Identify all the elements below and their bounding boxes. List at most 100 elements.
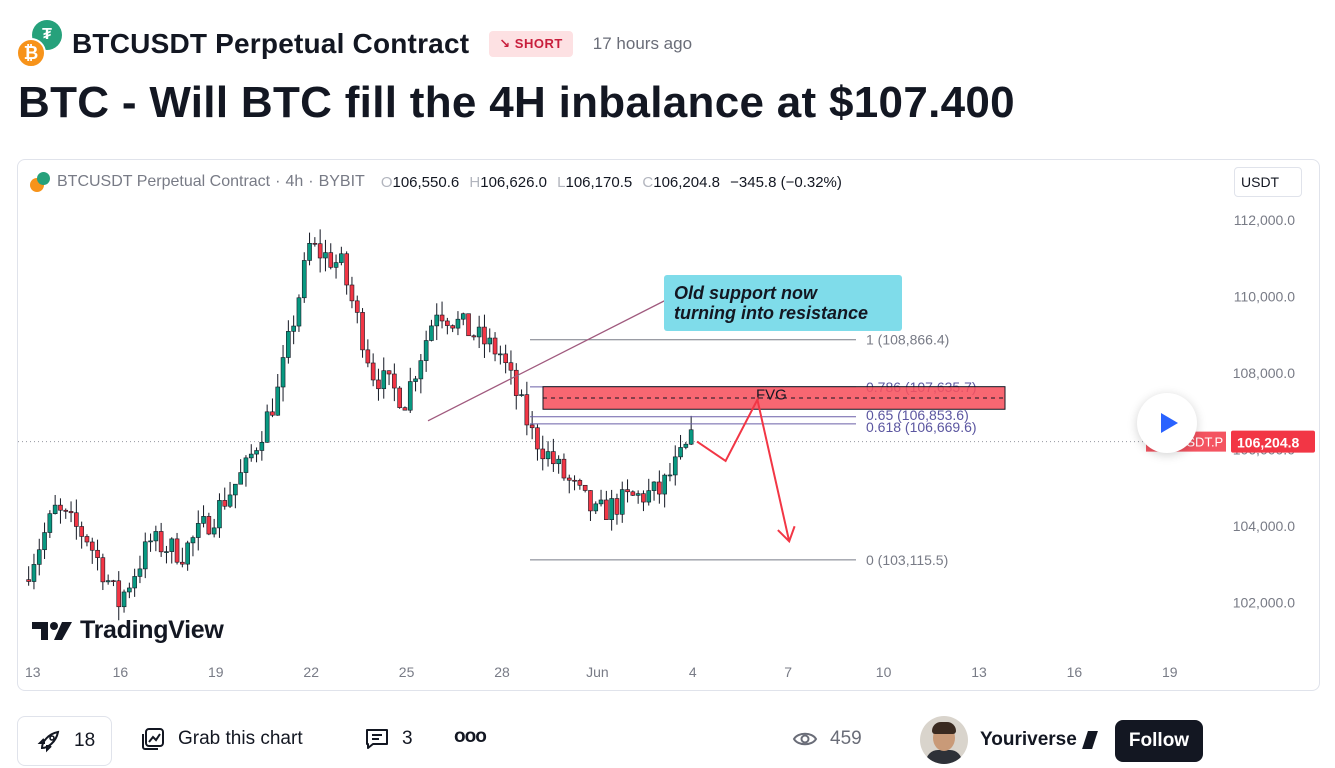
tradingview-wordmark: TradingView: [80, 616, 224, 644]
candle-up: [264, 411, 270, 443]
projection-path: [696, 396, 791, 542]
candle-up: [195, 523, 201, 538]
comment-icon: [366, 729, 388, 749]
candle-down: [349, 284, 355, 302]
candle-down: [439, 314, 445, 322]
time-tick-label: 22: [303, 664, 319, 680]
play-button[interactable]: [1137, 393, 1197, 453]
candle-up: [254, 450, 259, 455]
candle-down: [625, 489, 630, 493]
comments-button[interactable]: 3: [364, 726, 413, 752]
author-link[interactable]: Youriverse: [920, 716, 1098, 764]
candle-up: [36, 549, 42, 565]
candle-up: [307, 243, 312, 261]
time-tick-label: 16: [113, 664, 129, 680]
candle-down: [317, 243, 323, 259]
time-axis[interactable]: 13 16 19 22 25 28 Jun 4 7 10 13 16 19: [25, 664, 1178, 680]
callout-connector: [427, 299, 667, 422]
time-tick-label: Jun: [586, 664, 609, 680]
eye-icon: [792, 732, 818, 746]
candle-up: [31, 564, 37, 582]
currency-selector[interactable]: USDT: [1234, 167, 1302, 197]
candle-up: [148, 540, 153, 543]
idea-title: BTC - Will BTC fill the 4H inbalance at …: [18, 78, 1015, 127]
candle-up: [296, 297, 302, 327]
candle-up: [418, 360, 424, 380]
legend-separator-1: ·: [275, 173, 281, 190]
price-tick-label: 108,000.0: [1233, 365, 1295, 381]
candle-up: [339, 253, 344, 263]
candle-down: [535, 427, 540, 450]
chart-copy-icon: [142, 728, 164, 750]
candle-down: [561, 458, 567, 479]
candle-up: [688, 429, 694, 445]
fib-level-label: 0.618 (106,669.6): [866, 419, 977, 435]
tradingview-logo-icon: [32, 621, 72, 640]
candle-up: [52, 504, 58, 514]
legend-separator-2: ·: [308, 173, 314, 190]
high-key: H: [469, 173, 481, 191]
candle-up: [323, 252, 328, 259]
symbol-logo[interactable]: ₮ ₿: [16, 20, 64, 68]
candle-up: [498, 353, 503, 356]
candle-up: [635, 493, 641, 496]
chart-card[interactable]: 1 (108,866.4)0.786 (107,635.7)0.65 (106,…: [17, 159, 1320, 691]
low-value: 106,170.5: [565, 173, 633, 191]
candle-up: [476, 326, 482, 338]
candle-up: [280, 357, 286, 388]
candle-down: [344, 253, 349, 286]
price-tick-label: 112,000.0: [1234, 212, 1295, 228]
projection-arrowhead: [777, 525, 796, 544]
candle-up: [164, 551, 169, 553]
candle-down: [111, 580, 116, 582]
candle-down: [365, 349, 371, 364]
candle-up: [429, 325, 434, 341]
candle-down: [524, 394, 530, 426]
author-avatar[interactable]: [920, 716, 968, 764]
candle-down: [466, 313, 471, 337]
high-value: 106,626.0: [480, 173, 547, 191]
candle-down: [206, 516, 212, 535]
symbol-title-link[interactable]: BTCUSDT Perpetual Contract: [72, 28, 470, 59]
boost-button[interactable]: 18: [17, 716, 112, 766]
candle-up: [169, 538, 175, 552]
candle-down: [58, 504, 63, 511]
legend-interval: 4h: [285, 173, 304, 190]
candle-up: [667, 474, 673, 477]
candle-down: [74, 512, 79, 527]
candlestick-chart[interactable]: 1 (108,866.4)0.786 (107,635.7)0.65 (106,…: [18, 160, 1320, 691]
published-time: 17 hours ago: [592, 34, 693, 53]
candle-down: [360, 312, 365, 351]
candle-up: [487, 337, 493, 345]
price-axis[interactable]: 112,000.0110,000.0108,000.0106,000.0104,…: [1146, 212, 1315, 611]
more-options-icon[interactable]: ooo: [454, 726, 487, 747]
candle-up: [413, 378, 418, 382]
candle-down: [582, 484, 588, 491]
arrow-down-right-icon: ↘: [499, 36, 511, 51]
grab-chart-label: Grab this chart: [178, 728, 303, 749]
candle-down: [79, 526, 84, 537]
candle-down: [614, 498, 620, 515]
candle-up: [619, 489, 625, 515]
candle-up: [651, 481, 657, 491]
candle-up: [227, 494, 233, 507]
candle-up: [259, 442, 265, 451]
grab-chart-button[interactable]: Grab this chart: [140, 726, 303, 752]
legend-exchange: BYBIT: [318, 173, 365, 190]
candle-down: [222, 500, 228, 507]
callout-text: Old support now: [674, 283, 818, 303]
candles: [26, 229, 694, 621]
candle-down: [328, 252, 334, 268]
price-tick-label: 104,000.0: [1233, 518, 1295, 534]
time-tick-label: 19: [1162, 664, 1178, 680]
fib-level-label: 0 (103,115.5): [866, 552, 948, 568]
legend-ohlc: O106,550.6 H106,626.0 L106,170.5 C106,20…: [375, 174, 842, 191]
follow-button[interactable]: Follow: [1115, 720, 1203, 762]
time-tick-label: 10: [876, 664, 892, 680]
author-name: Youriverse: [980, 729, 1077, 750]
candle-up: [291, 325, 296, 332]
views-count: 459: [830, 728, 862, 749]
candle-down: [376, 379, 381, 390]
fib-retracement[interactable]: 1 (108,866.4)0.786 (107,635.7)0.65 (106,…: [530, 332, 977, 568]
